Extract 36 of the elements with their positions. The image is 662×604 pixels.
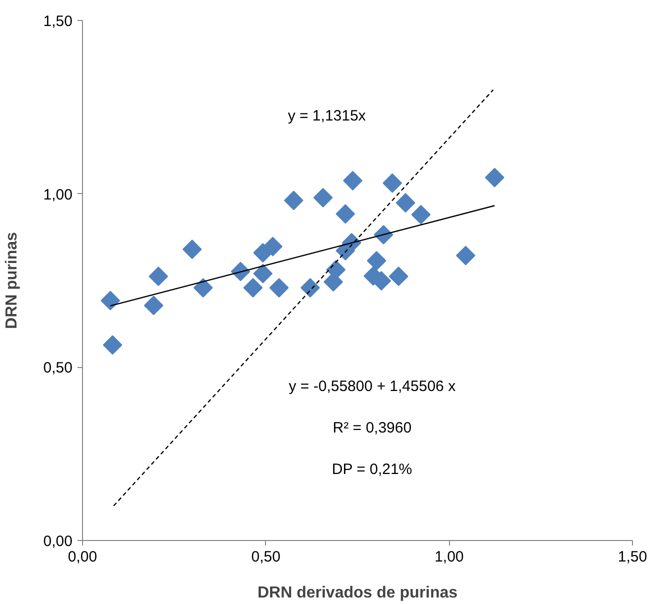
y-tick-label: 1,00 [43,186,73,204]
point [300,278,320,298]
y-axis-title: DRN purinas [3,232,20,329]
point [411,204,431,224]
y-tick-label: 0,00 [43,533,73,550]
point [396,193,416,213]
point [284,190,304,210]
annotation: R² = 0,3960 [332,420,412,436]
point [366,251,386,270]
point [263,236,282,256]
point [456,246,476,266]
point [269,278,289,298]
annotation: y = -0,55800 + 1,45506 x [288,378,456,395]
point [243,278,263,298]
x-tick-label: 1,00 [434,548,464,566]
x-axis-title: DRN derivados de purinas [257,584,458,602]
point [102,335,122,355]
point [336,204,356,224]
point [100,290,120,310]
point [193,278,213,298]
x-tick-label: 1,50 [618,548,648,566]
x-tick-label: 0,50 [251,548,280,566]
point [148,266,168,286]
point [182,240,202,259]
x-tick-label: 0,00 [68,548,98,566]
annotation: y = 1,1315x [288,108,366,124]
point [343,170,362,190]
point [388,266,408,286]
point [253,264,273,284]
point [313,188,333,208]
annotation: DP = 0,21% [332,461,412,478]
point [144,296,164,316]
y-tick-label: 1,50 [43,13,73,30]
y-tick-label: 0,50 [43,360,73,377]
point [484,168,504,188]
point [382,173,402,193]
